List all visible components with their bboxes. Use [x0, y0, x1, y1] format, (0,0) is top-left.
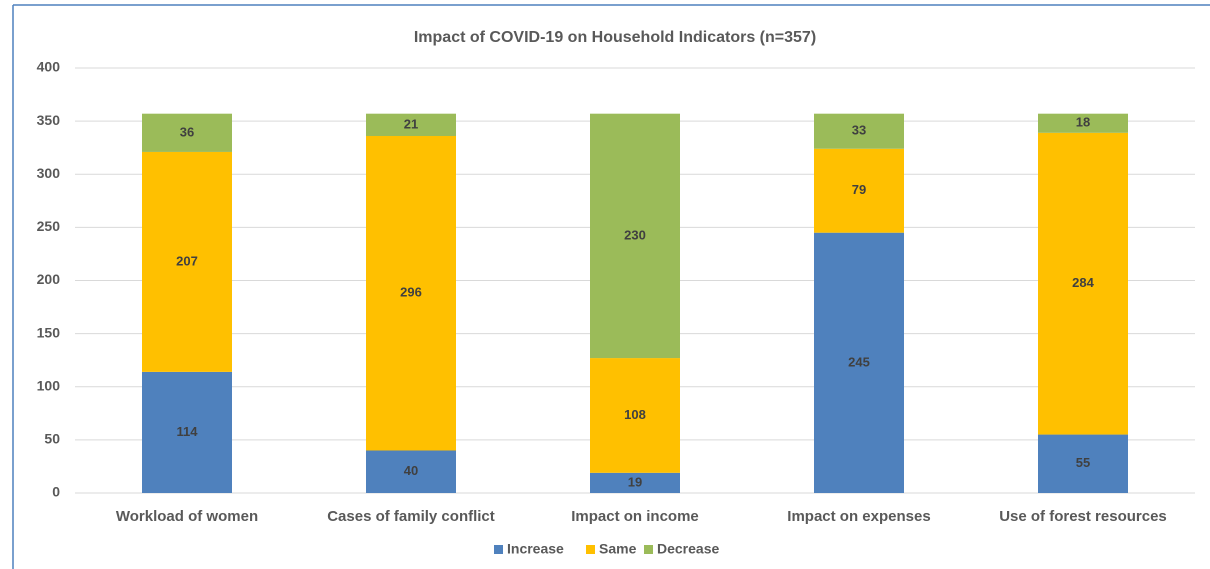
y-tick-label: 100: [37, 377, 61, 393]
x-tick-label: Cases of family conflict: [327, 508, 495, 525]
data-label: 207: [176, 253, 198, 268]
data-label: 36: [180, 124, 194, 139]
data-label: 33: [852, 123, 866, 138]
chart-title: Impact of COVID-19 on Household Indicato…: [414, 29, 816, 46]
bar-segment: [1038, 434, 1128, 493]
legend-label: Increase: [507, 541, 564, 557]
data-label: 284: [1072, 275, 1094, 290]
data-label: 108: [624, 407, 646, 422]
data-label: 230: [624, 227, 646, 242]
data-label: 296: [400, 285, 422, 300]
y-tick-label: 200: [37, 271, 61, 287]
data-label: 19: [628, 474, 642, 489]
bar-segment: [366, 113, 456, 136]
bar-segment: [814, 113, 904, 149]
y-tick-label: 50: [44, 431, 60, 447]
bar-segment: [366, 450, 456, 493]
x-tick-label: Impact on income: [571, 508, 699, 525]
bar-segment: [814, 148, 904, 233]
data-label: 55: [1076, 455, 1090, 470]
bar-segment: [1038, 113, 1128, 133]
bar-segment: [366, 136, 456, 451]
bar-segment: [142, 151, 232, 372]
data-label: 114: [177, 424, 199, 439]
legend-swatch: [494, 545, 503, 554]
bar-segment: [1038, 132, 1128, 435]
y-tick-label: 0: [52, 484, 60, 500]
y-tick-label: 300: [37, 165, 61, 181]
bar-segment: [590, 472, 680, 493]
legend-label: Decrease: [657, 541, 719, 557]
y-tick-label: 150: [37, 324, 61, 340]
data-label: 18: [1076, 115, 1090, 130]
data-label: 21: [404, 116, 418, 131]
bar-segment: [142, 371, 232, 493]
x-tick-label: Impact on expenses: [787, 508, 930, 525]
legend-swatch: [644, 545, 653, 554]
data-label: 79: [852, 182, 866, 197]
data-label: 245: [848, 354, 870, 369]
x-tick-label: Workload of women: [116, 508, 258, 525]
bar-segment: [590, 113, 680, 359]
legend-label: Same: [599, 541, 637, 557]
x-tick-label: Use of forest resources: [999, 508, 1167, 525]
y-tick-label: 350: [37, 112, 61, 128]
bar-segment: [142, 113, 232, 152]
legend-swatch: [586, 545, 595, 554]
y-tick-label: 400: [37, 59, 61, 75]
data-label: 40: [404, 463, 418, 478]
bar-segment: [814, 232, 904, 493]
y-tick-label: 250: [37, 218, 61, 234]
bar-segment: [590, 358, 680, 473]
